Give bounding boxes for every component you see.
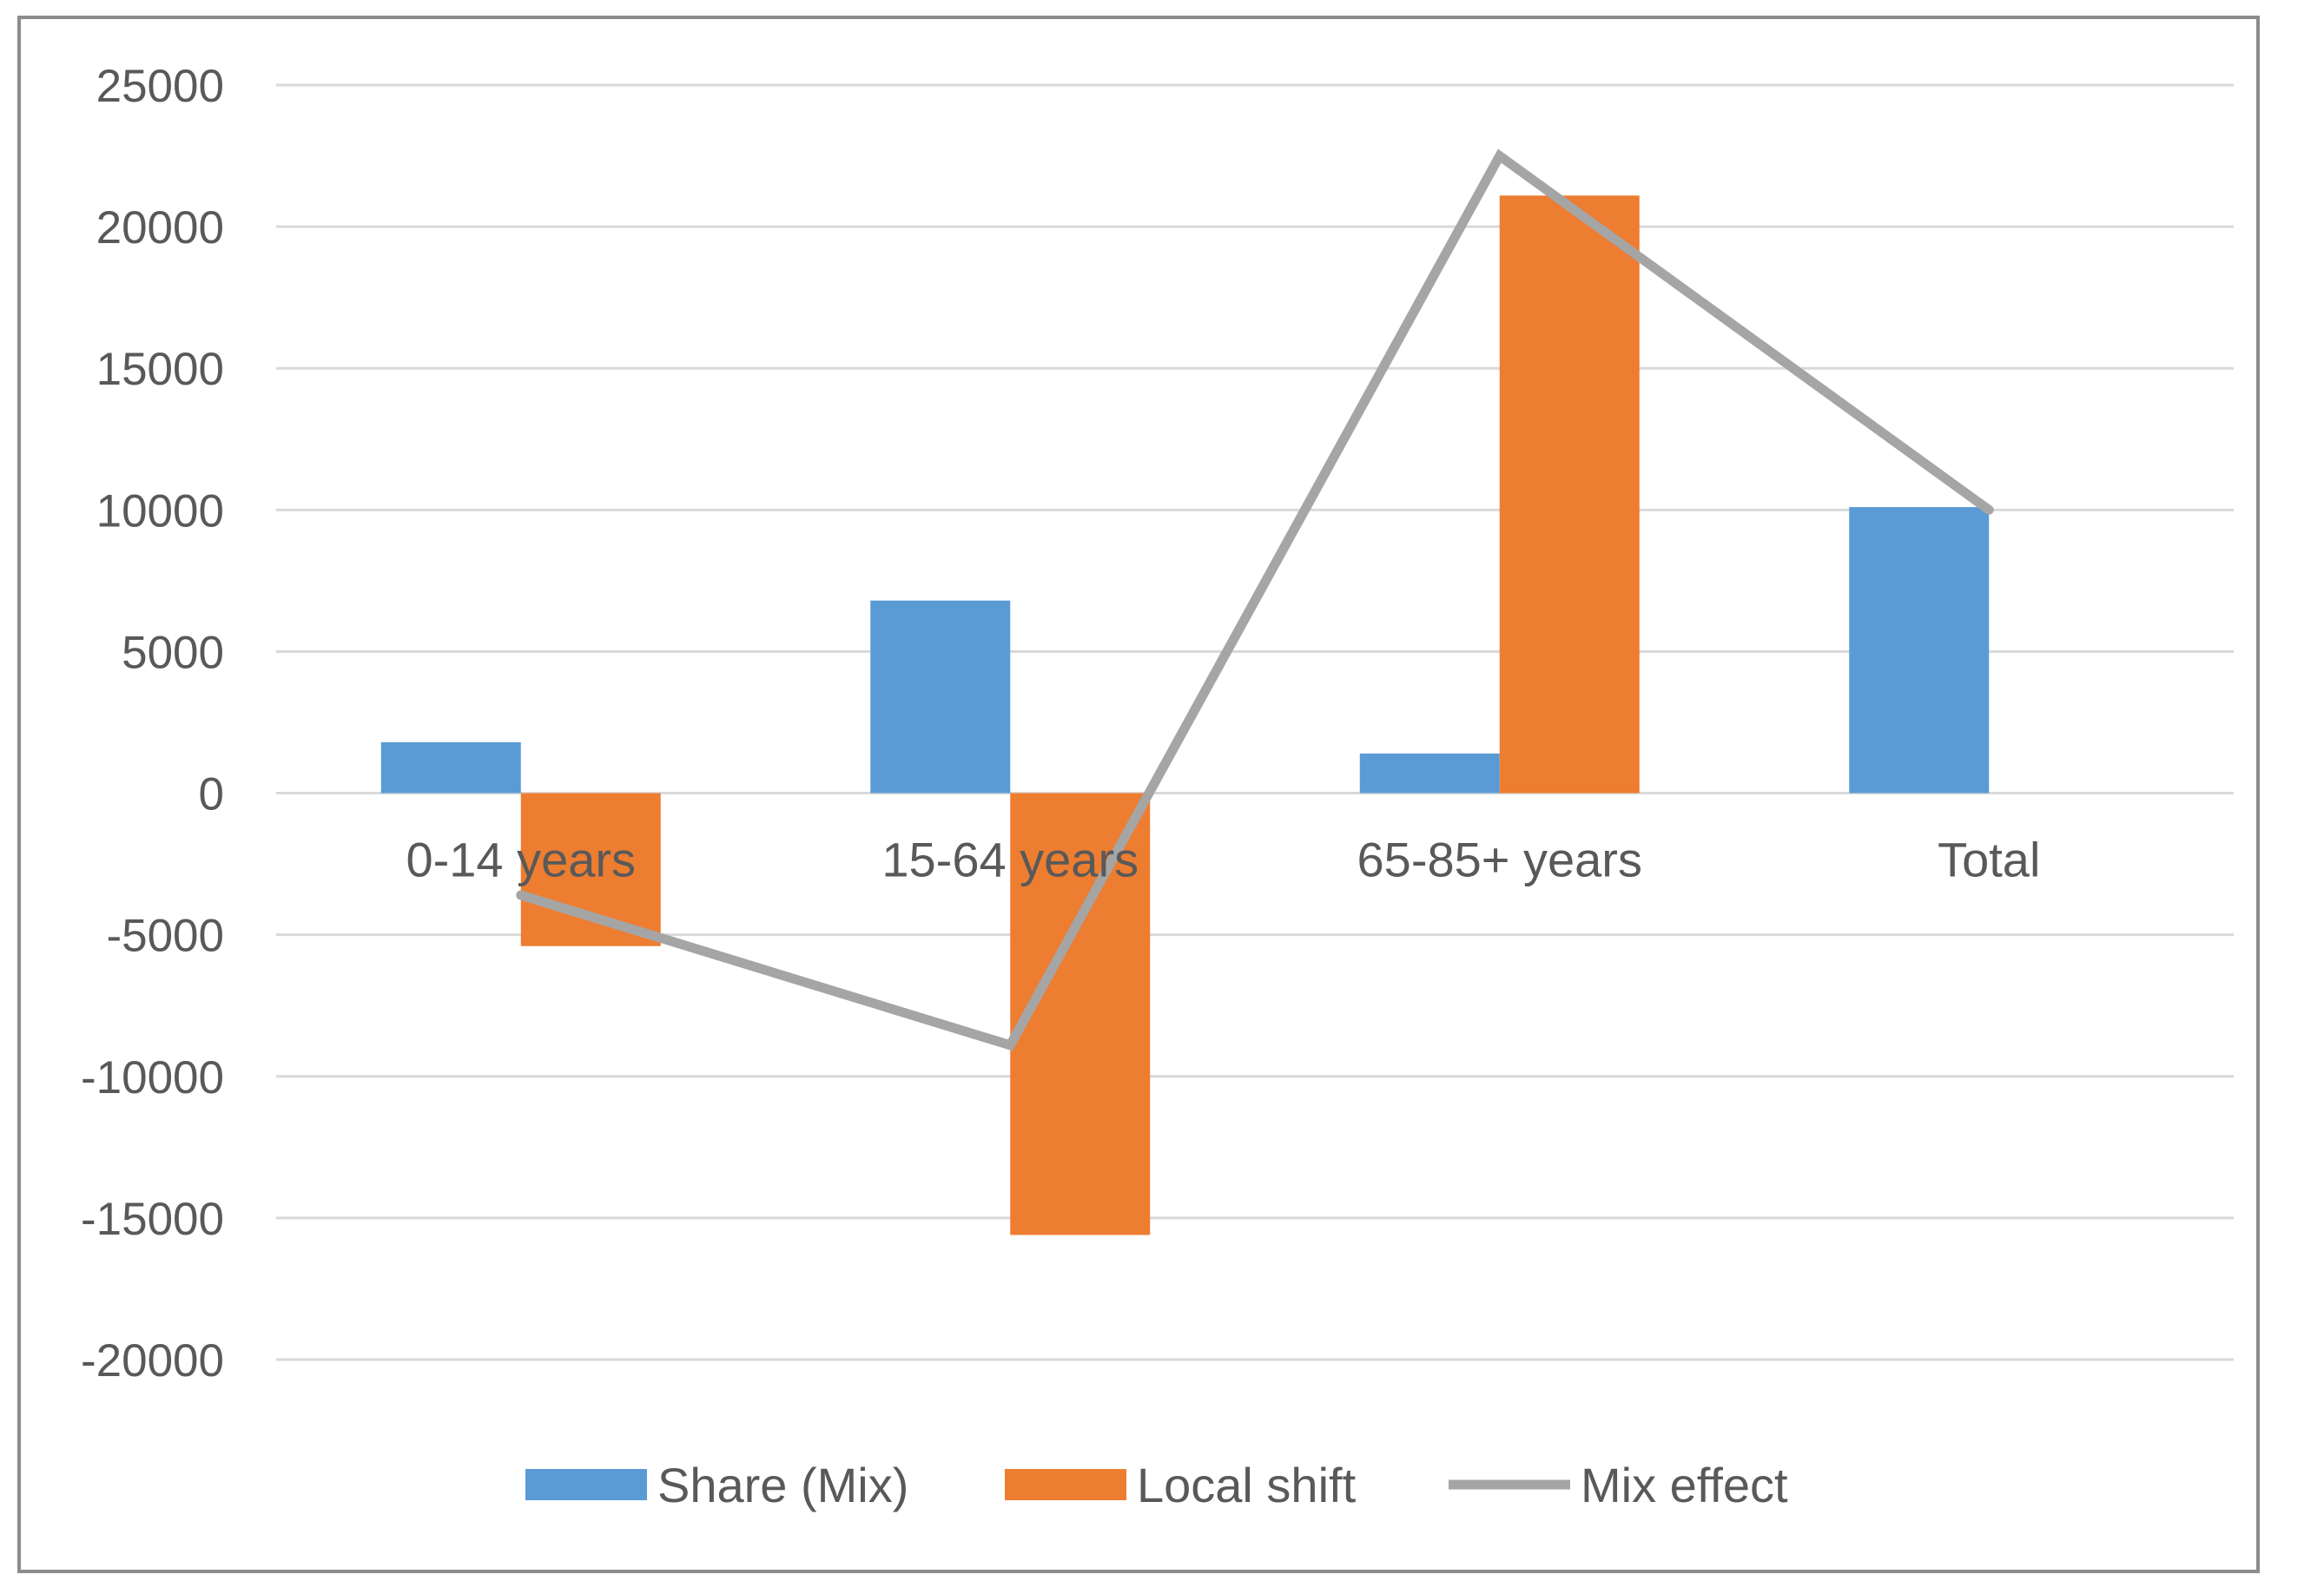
bar-share-mix xyxy=(1359,753,1500,794)
y-tick-label: 0 xyxy=(199,769,224,820)
ticks-layer: 25000 20000 15000 10000 5000 0 -5000 -10000 -150… xyxy=(81,61,224,1387)
legend-label: Mix effect xyxy=(1581,1458,1788,1512)
bar-share-mix xyxy=(1849,507,1990,794)
y-tick-label: -5000 xyxy=(106,911,224,962)
y-tick-label: -15000 xyxy=(81,1194,224,1245)
bar-local-shift xyxy=(1010,793,1151,1235)
y-tick-label: 10000 xyxy=(96,485,224,537)
y-tick-label: 20000 xyxy=(96,202,224,254)
y-tick-label: 5000 xyxy=(122,627,224,678)
legend-label: Local shift xyxy=(1137,1458,1357,1512)
y-tick-label: -20000 xyxy=(81,1335,224,1387)
legend-swatch xyxy=(1005,1469,1126,1500)
legend-label: Share (Mix) xyxy=(657,1458,908,1512)
x-tick-label: Total xyxy=(1938,833,2040,887)
x-tick-label: 65-85+ years xyxy=(1357,833,1642,887)
bar-local-shift xyxy=(1499,195,1640,794)
legend-swatch xyxy=(525,1469,647,1500)
line-layer xyxy=(516,148,1994,1051)
y-tick-label: 15000 xyxy=(96,344,224,395)
y-tick-label: 25000 xyxy=(96,61,224,112)
x-tick-label: 0-14 years xyxy=(406,833,636,887)
bars-layer xyxy=(380,195,1990,1235)
line-mix-effect xyxy=(516,148,1994,1051)
x-tick-label: 15-64 years xyxy=(881,833,1139,887)
bar-share-mix xyxy=(870,600,1011,794)
cats-layer: 0-14 years 15-64 years 65-85+ years Total xyxy=(406,833,2040,887)
legend-layer: Share (Mix) Local shift Mix effect xyxy=(525,1458,1788,1512)
bar-share-mix xyxy=(380,741,521,794)
y-tick-label: -10000 xyxy=(81,1052,224,1103)
